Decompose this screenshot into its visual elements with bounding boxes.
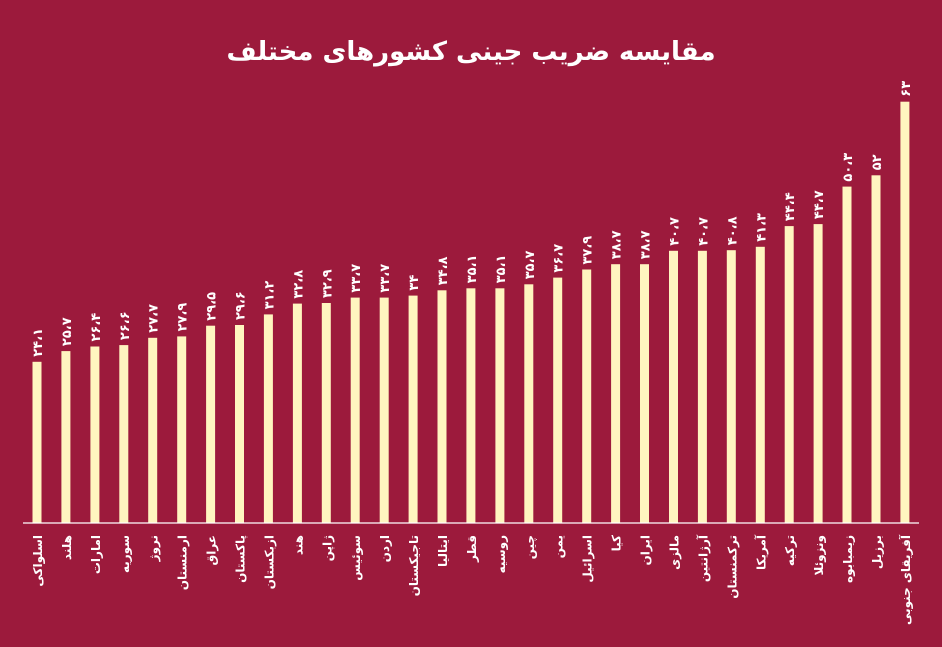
category-label: هلند bbox=[60, 535, 74, 560]
bar-value-label: ۳۸،۷ bbox=[639, 230, 654, 259]
category-label: سوریه bbox=[118, 535, 133, 573]
bar-value-label: ۳۳،۷ bbox=[378, 264, 393, 293]
bar-value-label: ۳۵،۱ bbox=[494, 255, 509, 284]
bar bbox=[755, 246, 765, 524]
category-label: ونزوئلا bbox=[812, 535, 827, 576]
bar bbox=[350, 297, 360, 523]
bar bbox=[813, 224, 823, 523]
bar-value-label: ۳۷،۹ bbox=[581, 236, 596, 265]
category-label: ترکیه bbox=[783, 535, 797, 566]
bar-value-label: ۳۴ bbox=[407, 275, 422, 291]
category-label: برزیل bbox=[870, 535, 884, 569]
bar bbox=[900, 101, 910, 523]
category-label: ایتالیا bbox=[436, 535, 450, 567]
bar bbox=[640, 264, 649, 523]
bar-value-label: ۴۴،۷ bbox=[812, 190, 827, 219]
bar bbox=[611, 264, 621, 523]
bar-value-label: ۴۰،۷ bbox=[696, 217, 711, 246]
bar-value-label: ۳۲،۸ bbox=[291, 270, 306, 299]
bar-value-label: ۲۹،۶ bbox=[234, 291, 249, 320]
bar bbox=[697, 250, 707, 524]
bar-value-label: ۵۲ bbox=[870, 154, 885, 170]
bar bbox=[408, 295, 418, 523]
bar bbox=[582, 269, 592, 523]
category-label: اسلواکی bbox=[31, 535, 46, 587]
category-label: کیا bbox=[610, 535, 624, 551]
bar-value-label: ۳۶،۷ bbox=[552, 244, 567, 273]
bar bbox=[177, 336, 187, 523]
category-label: امارات bbox=[89, 535, 103, 574]
bar-value-label: ۴۱،۳ bbox=[754, 213, 769, 242]
category-label: آرژانتین bbox=[695, 534, 710, 582]
category-label: اردن bbox=[378, 535, 392, 562]
value-labels-layer: ۲۴،۱ ۲۵،۷ ۲۶،۴ ۲۶،۶ ۲۷،۷ ۲۷،۹ ۲۹،۵ ۲۹،۶ ۳۱،۲ ۳۲،۸… bbox=[31, 81, 914, 357]
bar-value-label: ۲۷،۷ bbox=[147, 304, 162, 333]
category-label: ایران bbox=[639, 535, 653, 565]
bar bbox=[148, 337, 158, 523]
category-label: ژاپن bbox=[320, 535, 334, 561]
category-label: تاجیکستان bbox=[407, 535, 421, 596]
category-label: ترکمنستان bbox=[725, 535, 739, 599]
category-label: نروژ bbox=[147, 535, 162, 562]
category-label: قطر bbox=[465, 535, 479, 563]
bar-value-label: ۲۶،۴ bbox=[89, 313, 104, 342]
bar bbox=[90, 346, 100, 523]
category-label: روسیه bbox=[494, 535, 509, 573]
category-label: یمن bbox=[552, 535, 566, 558]
bar-value-label: ۲۵،۷ bbox=[60, 317, 75, 346]
bar-value-label: ۳۵،۷ bbox=[523, 250, 538, 279]
bar-value-label: ۳۱،۲ bbox=[262, 281, 277, 310]
bar-value-label: ۳۵،۱ bbox=[465, 255, 480, 284]
bar-value-label: ۲۶،۶ bbox=[118, 311, 133, 340]
category-label: پاکستان bbox=[234, 535, 248, 583]
bar-value-label: ۳۸،۷ bbox=[610, 230, 625, 259]
bar bbox=[669, 250, 678, 524]
bar-value-label: ۲۴،۱ bbox=[31, 328, 46, 357]
bar-value-label: ۲۹،۵ bbox=[205, 292, 220, 321]
bar bbox=[235, 325, 244, 523]
bars-layer bbox=[32, 101, 910, 524]
category-label: ارمنستان bbox=[176, 535, 190, 590]
category-label: ازبکستان bbox=[262, 535, 276, 589]
bar bbox=[871, 175, 881, 524]
bar bbox=[437, 290, 447, 523]
category-label: عراق bbox=[205, 535, 219, 566]
bar-value-label: ۳۴،۸ bbox=[436, 256, 451, 285]
bar-value-label: ۲۷،۹ bbox=[176, 303, 191, 332]
category-label: زیمبابوه bbox=[841, 535, 856, 583]
category-label: سوئیس bbox=[349, 535, 364, 581]
bar bbox=[206, 325, 216, 523]
category-label: چین bbox=[523, 535, 537, 559]
bar bbox=[524, 284, 534, 523]
bar-value-label: ۵۰،۳ bbox=[841, 153, 856, 182]
chart-title: مقایسه ضریب جینی کشورهای مختلف bbox=[226, 37, 715, 67]
bar bbox=[842, 186, 852, 523]
bar-value-label: ۴۰،۷ bbox=[668, 217, 683, 246]
bar-value-label: ۶۳ bbox=[899, 81, 914, 97]
bar bbox=[495, 288, 505, 523]
category-label: آمریکا bbox=[753, 534, 768, 570]
bar bbox=[784, 226, 794, 523]
bar-value-label: ۳۳،۷ bbox=[349, 264, 364, 293]
category-label: اسرائیل bbox=[581, 535, 595, 583]
bar bbox=[61, 351, 71, 523]
bar bbox=[321, 303, 331, 523]
bar bbox=[553, 277, 563, 523]
bar bbox=[32, 361, 42, 523]
bar bbox=[379, 297, 389, 523]
category-labels-layer: اسلواکی هلند امارات سوریه نروژ ارمنستان عراق پا… bbox=[31, 534, 914, 625]
bar-value-label: ۴۴،۴ bbox=[783, 192, 798, 221]
category-label: هند bbox=[291, 535, 305, 555]
bar bbox=[263, 314, 273, 524]
category-label: آفریقای جنوبی bbox=[898, 534, 914, 625]
bar bbox=[466, 288, 476, 523]
bar-value-label: ۳۲،۹ bbox=[320, 269, 335, 298]
bar-value-label: ۴۰،۸ bbox=[725, 216, 740, 245]
category-label: مالزی bbox=[668, 535, 682, 570]
bar bbox=[119, 345, 129, 523]
bar bbox=[292, 303, 302, 523]
bar bbox=[726, 250, 736, 523]
